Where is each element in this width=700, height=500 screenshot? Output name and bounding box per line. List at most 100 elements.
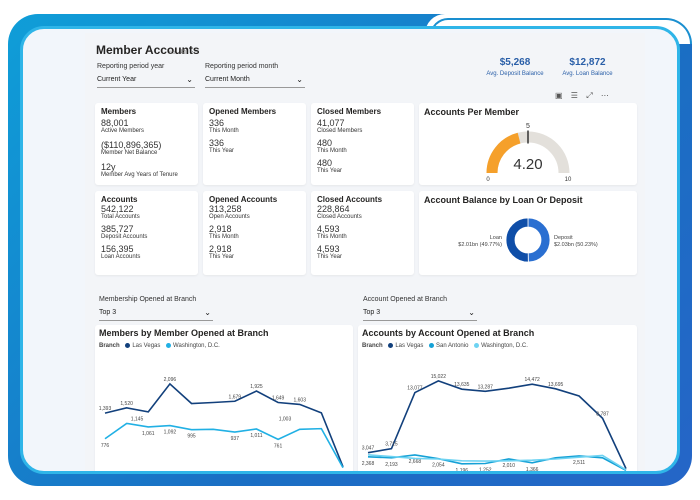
series-line xyxy=(104,422,344,469)
card-value: 4,593 xyxy=(317,244,340,254)
members-line-chart: 1,393 1,520 2,096 1,679 1,925 1,649 1,603 776 1,… xyxy=(99,377,344,469)
card-label: This Year xyxy=(209,148,235,154)
card-value: 4,593 xyxy=(317,224,340,234)
gauge-chart: 5 4.20 0 10 xyxy=(486,123,572,183)
data-label: 13,077 xyxy=(407,386,423,392)
slicer-year-value: Current Year xyxy=(97,76,137,83)
data-label: 1,252 xyxy=(479,467,492,473)
report-canvas: Member Accounts ▭ ⧉ ⋯ Reporting period y… xyxy=(85,33,645,474)
data-label: 2,368 xyxy=(362,461,375,467)
card-title: Opened Accounts xyxy=(209,195,278,204)
data-label: 2,010 xyxy=(502,463,515,469)
legend-dot xyxy=(125,343,131,348)
donut-slice-deposit xyxy=(505,217,529,263)
accounts-line-title: Accounts by Account Opened at Branch xyxy=(362,328,535,338)
slicer-branch-accounts-dropdown[interactable]: Top 3 ⌄ xyxy=(363,307,477,321)
card-title: Members xyxy=(101,107,137,116)
chevron-down-icon: ⌄ xyxy=(186,75,193,84)
data-label: 2,193 xyxy=(385,462,398,468)
pin-icon[interactable]: ▭ xyxy=(169,49,176,56)
data-label: 776 xyxy=(101,443,110,449)
gauge-min-label: 0 xyxy=(486,177,490,183)
gauge-value-label: 4.20 xyxy=(513,156,542,173)
data-label: 15,022 xyxy=(431,374,447,380)
series-line xyxy=(367,454,627,471)
gauge-card: Accounts Per Member 5 4.20 0 10 xyxy=(419,103,637,185)
card-label: Loan Accounts xyxy=(101,254,141,260)
data-label: 13,635 xyxy=(454,382,470,388)
card-label: Deposit Accounts xyxy=(101,234,148,240)
data-label: 13,287 xyxy=(478,384,494,390)
legend-dot xyxy=(429,343,435,348)
slicer-branch-members-value: Top 3 xyxy=(99,309,117,316)
focus-mode-icon[interactable]: ▣ xyxy=(555,91,563,100)
copy-icon[interactable]: ⧉ xyxy=(180,49,186,56)
kpi-avg-deposit-value: $5,268 xyxy=(499,57,531,68)
kpi-avg-deposit-label: Avg. Deposit Balance xyxy=(486,71,544,77)
slicer-month-dropdown[interactable]: Current Month ⌄ xyxy=(205,74,305,88)
card-label: This Month xyxy=(317,148,347,154)
accounts-line-chart: 3,047 3,715 13,077 15,022 13,635 13,287 14,472… xyxy=(362,374,627,474)
data-label: 1,520 xyxy=(120,401,133,407)
legend-item[interactable]: Las Vegas xyxy=(132,343,161,350)
legend-item[interactable]: San Antonio xyxy=(436,343,469,350)
card-value: 88,001 xyxy=(101,118,129,128)
legend-dot xyxy=(388,343,394,348)
data-label: 1,196 xyxy=(456,468,469,474)
card-title: Opened Members xyxy=(209,107,277,116)
card-label: This Year xyxy=(209,254,235,260)
visual-header: ▣ ☰ ⤢ ⋯ xyxy=(555,91,609,101)
members-line-card: Members by Member Opened at Branch Branc… xyxy=(95,325,353,471)
legend-dot xyxy=(166,343,172,348)
legend-item[interactable]: Las Vegas xyxy=(395,343,424,350)
data-label: 1,649 xyxy=(272,396,285,402)
legend-item[interactable]: Washington, D.C. xyxy=(481,343,528,350)
slicer-year-dropdown[interactable]: Current Year ⌄ xyxy=(97,74,195,88)
card-title: Closed Members xyxy=(317,107,382,116)
card-label: Active Members xyxy=(101,128,145,134)
slicer-branch-members-dropdown[interactable]: Top 3 ⌄ xyxy=(99,307,213,321)
card-value: 2,918 xyxy=(209,224,232,234)
card-value: 542,122 xyxy=(101,204,134,214)
data-label: 1,679 xyxy=(229,394,242,400)
donut-label-value: $2.03bn (50.23%) xyxy=(554,242,598,248)
series-line xyxy=(104,382,344,468)
gauge-max-label: 10 xyxy=(565,177,572,183)
more-icon[interactable]: ⋯ xyxy=(191,49,199,56)
card-value: 41,077 xyxy=(317,118,345,128)
filter-icon[interactable]: ☰ xyxy=(570,91,578,100)
data-label: 1,092 xyxy=(164,430,177,436)
members-card: Members 88,001 Active Members ($110,896,… xyxy=(95,103,198,185)
donut-card: Account Balance by Loan Or Deposit Loan $… xyxy=(419,191,637,275)
more-icon[interactable]: ⋯ xyxy=(600,91,609,100)
slicer-year-label: Reporting period year xyxy=(97,63,165,70)
card-label: Closed Members xyxy=(317,128,363,134)
slicer-branch-accounts-value: Top 3 xyxy=(363,309,381,316)
data-label: 1,003 xyxy=(279,416,292,422)
gauge-target-label: 5 xyxy=(526,123,530,130)
card-value: 12y xyxy=(101,162,116,172)
card-value: 480 xyxy=(317,158,333,168)
card-value: 2,918 xyxy=(209,244,232,254)
expand-icon[interactable]: ⤢ xyxy=(586,91,593,100)
card-title: Closed Accounts xyxy=(317,195,383,204)
accounts-line-card: Accounts by Account Opened at Branch Bra… xyxy=(358,325,637,474)
gauge-fill xyxy=(486,132,521,174)
donut-slice-loan xyxy=(527,217,551,263)
legend-item[interactable]: Washington, D.C. xyxy=(173,343,220,350)
data-label: 2,511 xyxy=(573,460,585,466)
slicer-branch-members-label: Membership Opened at Branch xyxy=(99,296,197,303)
card-label: Total Accounts xyxy=(101,214,140,220)
data-label: 2,054 xyxy=(432,463,445,469)
donut-label-name: Deposit xyxy=(554,235,573,241)
data-label: 1,603 xyxy=(293,397,306,403)
card-label: Member Net Balance xyxy=(101,150,158,156)
card-value: 480 xyxy=(317,138,333,148)
data-label: 13,695 xyxy=(548,382,564,388)
data-label: 1,393 xyxy=(99,406,112,412)
kpi-avg-loan-label: Avg. Loan Balance xyxy=(562,71,613,77)
data-label: 937 xyxy=(231,436,240,442)
data-label: 1,061 xyxy=(142,431,155,437)
slicer-month-label: Reporting period month xyxy=(205,63,279,70)
accounts-line-legend: Branch Las Vegas San Antonio Washington,… xyxy=(362,343,528,349)
